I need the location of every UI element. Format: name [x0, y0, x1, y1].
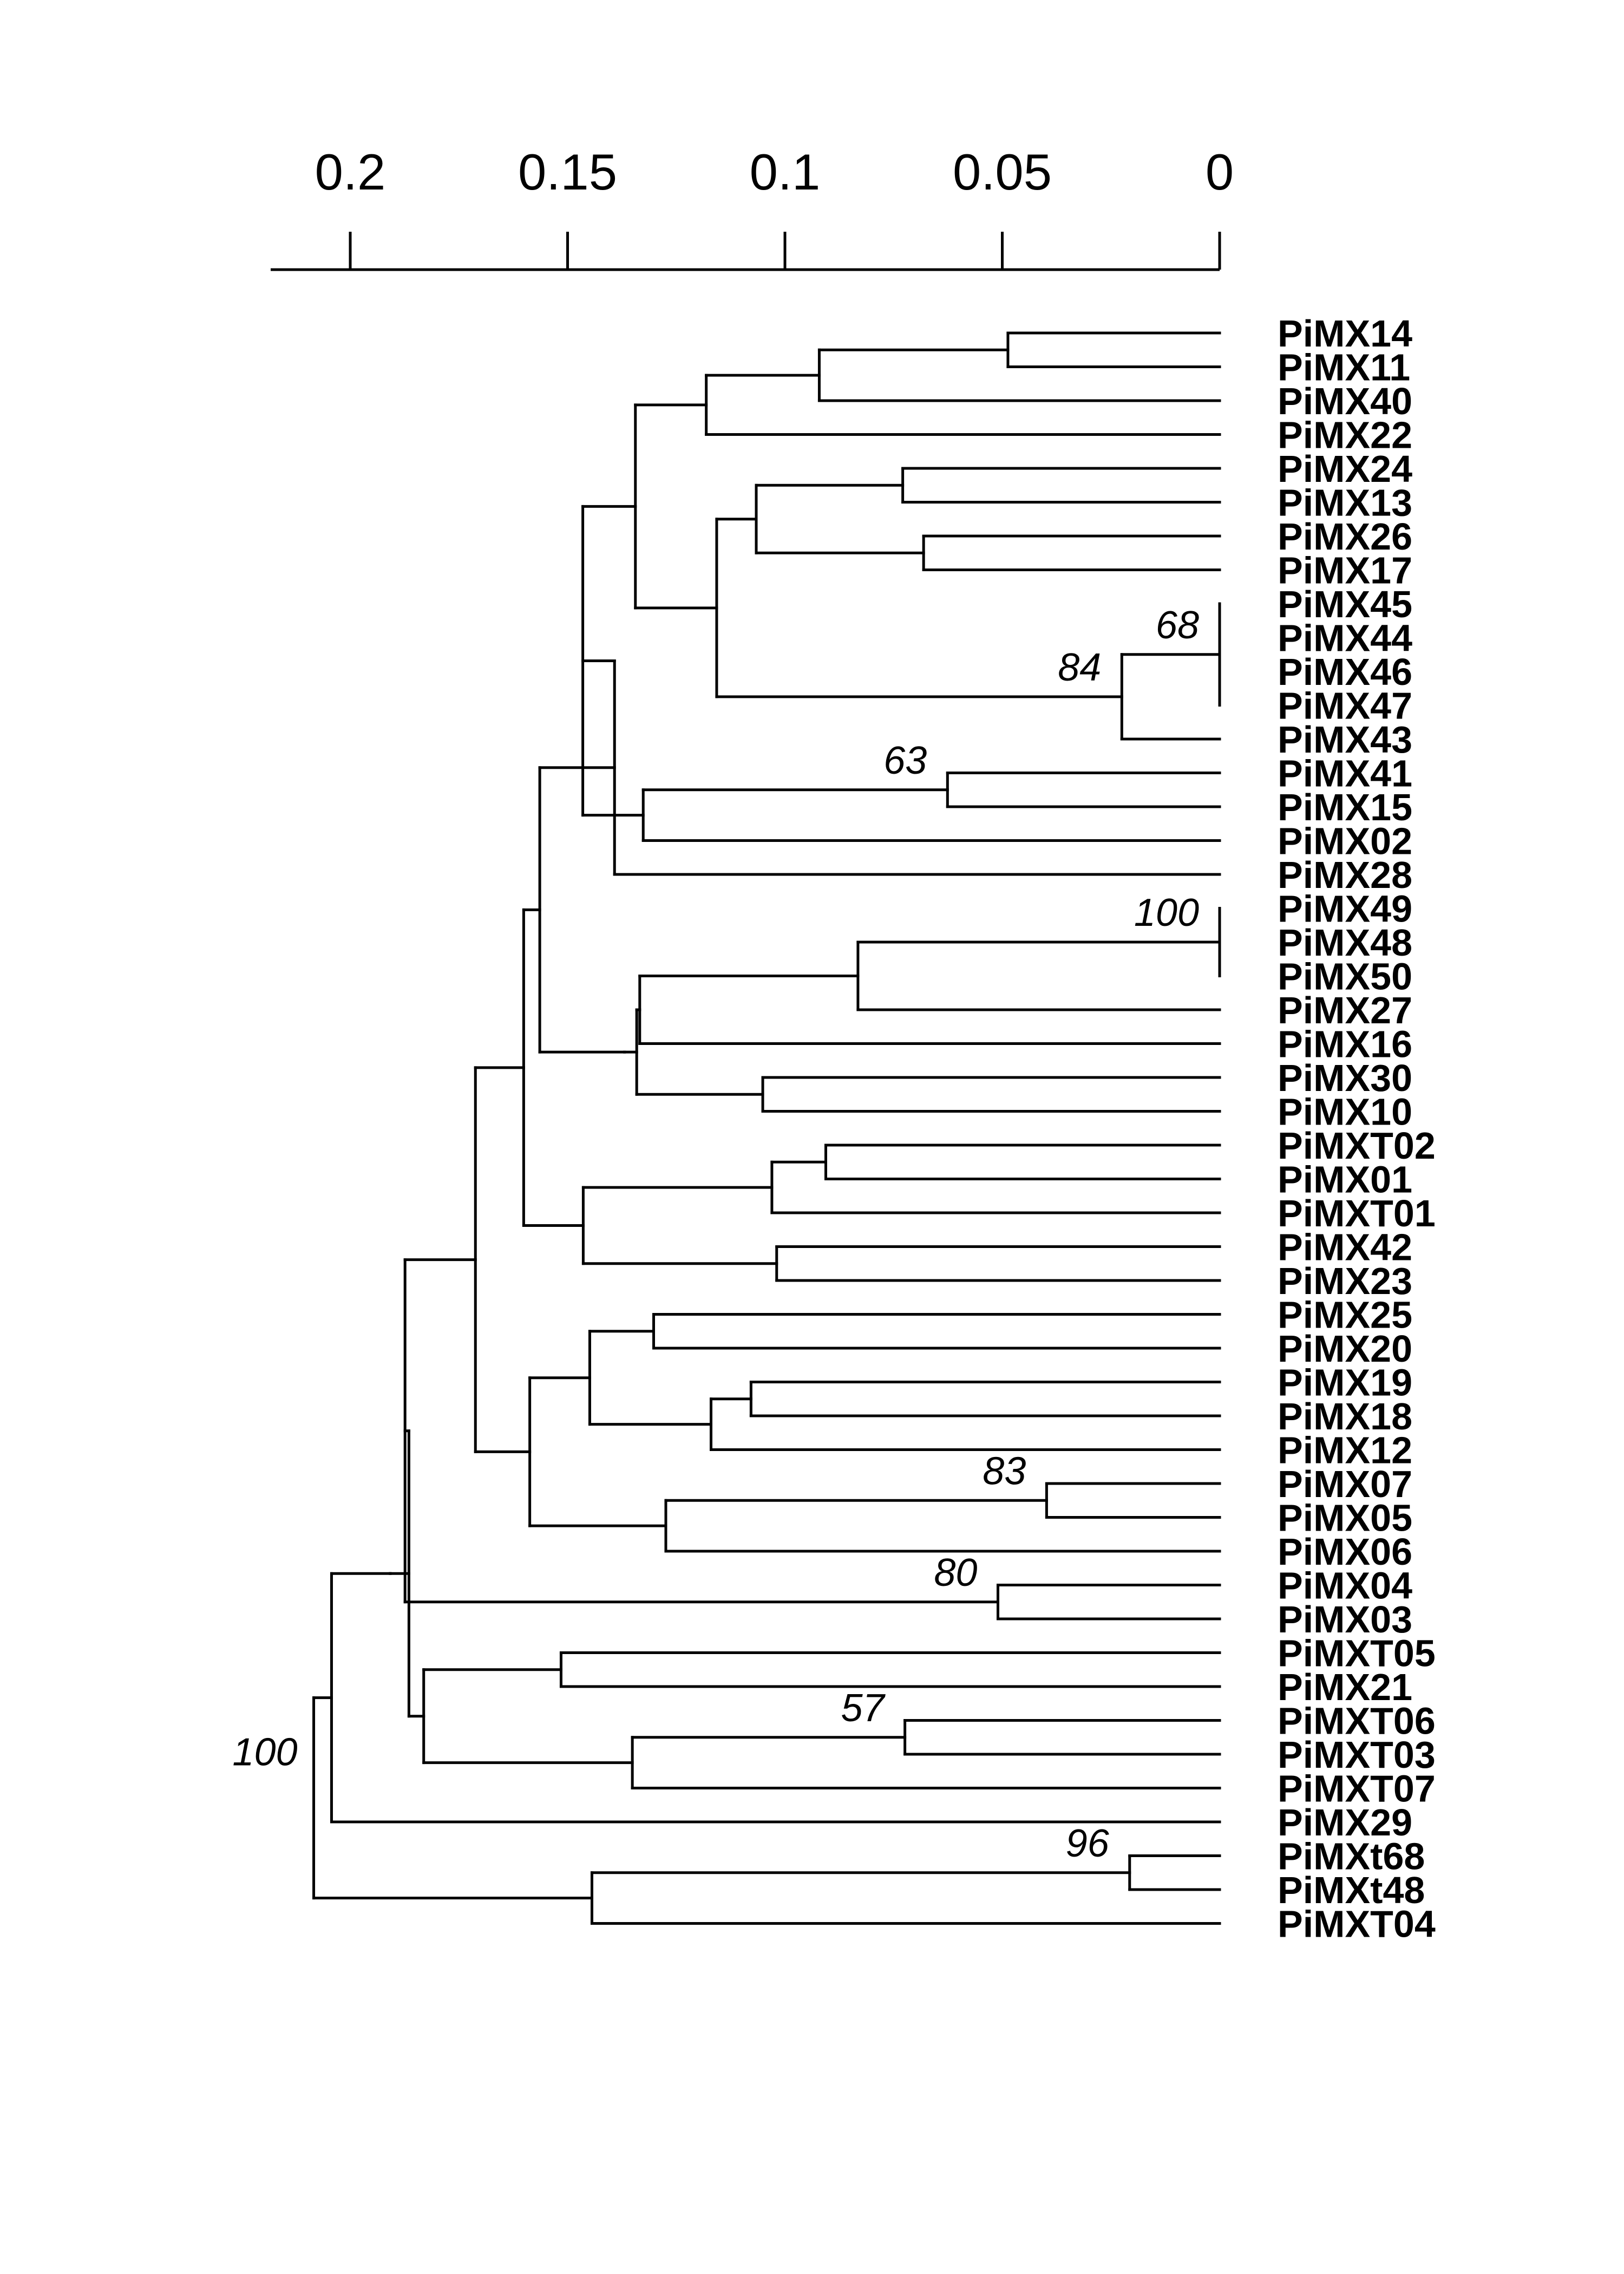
leaf-label: PiMX21	[1278, 1666, 1412, 1708]
leaf-label: PiMXT05	[1278, 1632, 1436, 1675]
bootstrap-value: 83	[983, 1449, 1026, 1493]
leaf-label: PiMX06	[1278, 1531, 1412, 1573]
leaf-label: PiMXT01	[1278, 1192, 1436, 1234]
bootstrap-value: 96	[1066, 1822, 1110, 1865]
leaf-label: PiMX26	[1278, 515, 1412, 558]
leaf-label: PiMX04	[1278, 1565, 1412, 1607]
bootstrap-value: 63	[883, 739, 927, 782]
leaf-label: PiMX02	[1278, 820, 1412, 862]
leaf-label: PiMX45	[1278, 583, 1412, 625]
leaf-label: PiMX07	[1278, 1463, 1412, 1505]
leaf-label: PiMX41	[1278, 753, 1412, 795]
distance-axis: 0.2 0.15 0.1 0.05 0	[271, 143, 1234, 271]
bootstrap-value: 84	[1058, 646, 1101, 689]
bootstrap-value: 68	[1156, 604, 1199, 647]
axis-tick-label: 0.1	[750, 143, 821, 200]
leaf-label: PiMX24	[1278, 448, 1412, 490]
leaf-label: PiMX05	[1278, 1497, 1412, 1539]
dendrogram-tree	[312, 331, 1221, 1925]
leaf-label: PiMXT07	[1278, 1768, 1436, 1810]
leaf-label: PiMXT06	[1278, 1700, 1436, 1742]
leaf-label: PiMX28	[1278, 854, 1412, 896]
leaf-label: PiMXT03	[1278, 1734, 1436, 1776]
leaf-labels: PiMX14PiMX11PiMX40PiMX22PiMX24PiMX13PiMX…	[1278, 312, 1436, 1945]
leaf-label: PiMX44	[1278, 617, 1412, 659]
leaf-label: PiMX01	[1278, 1159, 1412, 1201]
leaf-label: PiMX10	[1278, 1091, 1412, 1133]
leaf-label: PiMX46	[1278, 651, 1412, 693]
leaf-label: PiMX40	[1278, 380, 1412, 422]
leaf-label: PiMX16	[1278, 1023, 1412, 1066]
leaf-label: PiMX17	[1278, 550, 1412, 592]
leaf-label: PiMX03	[1278, 1598, 1412, 1641]
leaf-label: PiMX49	[1278, 888, 1412, 930]
leaf-label: PiMX12	[1278, 1429, 1412, 1472]
leaf-label: PiMXT04	[1278, 1903, 1436, 1945]
leaf-label: PiMX23	[1278, 1260, 1412, 1302]
leaf-label: PiMX14	[1278, 312, 1412, 355]
leaf-label: PiMX30	[1278, 1057, 1412, 1099]
leaf-label: PiMX47	[1278, 685, 1412, 727]
axis-tick-label: 0.2	[315, 143, 386, 200]
axis-tick-label: 0.05	[953, 143, 1052, 200]
leaf-label: PiMX15	[1278, 786, 1412, 828]
leaf-label: PiMX20	[1278, 1328, 1412, 1370]
leaf-label: PiMX11	[1278, 347, 1410, 389]
leaf-label: PiMX19	[1278, 1362, 1412, 1404]
leaf-label: PiMXt48	[1278, 1869, 1425, 1911]
bootstrap-value: 100	[232, 1731, 297, 1774]
leaf-label: PiMX18	[1278, 1395, 1412, 1437]
leaf-label: PiMX29	[1278, 1801, 1412, 1844]
leaf-label: PiMXT02	[1278, 1125, 1436, 1167]
leaf-label: PiMXt68	[1278, 1835, 1425, 1878]
axis-tick-label: 0	[1206, 143, 1234, 200]
bootstrap-value: 57	[841, 1687, 886, 1730]
leaf-label: PiMX27	[1278, 989, 1412, 1031]
leaf-label: PiMX22	[1278, 414, 1412, 456]
bootstrap-value: 80	[934, 1551, 977, 1595]
axis-tick-label: 0.15	[518, 143, 617, 200]
bootstrap-value: 100	[1134, 891, 1199, 935]
leaf-label: PiMX42	[1278, 1226, 1412, 1269]
leaf-label: PiMX25	[1278, 1294, 1412, 1336]
leaf-label: PiMX48	[1278, 922, 1412, 964]
leaf-label: PiMX43	[1278, 718, 1412, 761]
leaf-label: PiMX50	[1278, 956, 1412, 998]
bootstrap-labels: 68 84 63 100 83 80 57 96 100	[232, 604, 1199, 1865]
leaf-label: PiMX13	[1278, 482, 1412, 524]
